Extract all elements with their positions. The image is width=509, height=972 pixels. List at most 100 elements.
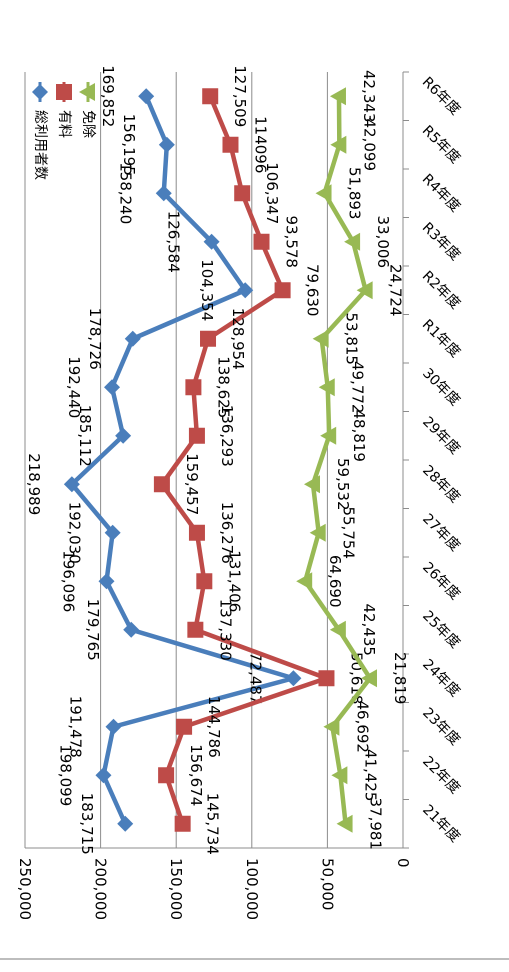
data-point (174, 815, 191, 832)
data-point (158, 767, 175, 784)
data-label: 159,457 (183, 453, 201, 515)
data-point (95, 767, 112, 784)
data-point (303, 475, 320, 494)
data-point (361, 669, 378, 688)
legend-label: 総利用者数 (32, 110, 48, 180)
bottom-divider (0, 958, 509, 960)
data-label: 178,726 (86, 308, 104, 370)
data-label: 42,343 (360, 70, 378, 123)
data-point (155, 185, 172, 202)
data-point (315, 184, 332, 203)
data-label: 46,692 (353, 701, 371, 754)
data-label: 37,981 (367, 798, 385, 851)
data-point (124, 330, 141, 347)
data-point (234, 185, 251, 202)
data-label: 218,989 (25, 453, 43, 515)
series-line (69, 95, 296, 825)
data-point (320, 426, 337, 445)
data-label: 41,425 (361, 749, 379, 802)
data-label: 64,690 (326, 555, 344, 608)
legend-swatch-marker (79, 83, 95, 101)
data-point (188, 524, 205, 541)
data-point (123, 621, 140, 638)
data-label: 24,724 (387, 264, 405, 317)
data-label: 114096 (251, 116, 269, 173)
data-label: 51,893 (346, 167, 364, 220)
x-tick-label: R6年度 (419, 74, 463, 118)
data-point (105, 718, 122, 735)
data-label: 72,487 (246, 652, 264, 705)
y-tick-label: 0 (394, 858, 412, 868)
data-label: 158,240 (117, 162, 135, 224)
data-label: 156,195 (120, 114, 138, 176)
data-point (138, 88, 155, 105)
data-label: 144,786 (205, 696, 223, 758)
data-label: 196,096 (60, 550, 78, 612)
data-point (104, 379, 121, 396)
data-point (344, 232, 361, 251)
data-point (104, 524, 121, 541)
data-label: 137,330 (216, 599, 234, 661)
data-label: 49,772 (349, 361, 367, 414)
y-tick-label: 150,000 (167, 858, 185, 920)
data-label: 126,584 (165, 211, 183, 273)
data-label: 42,099 (360, 119, 378, 172)
x-tick-label: 30年度 (419, 365, 463, 409)
y-tick-label: 100,000 (243, 858, 261, 920)
data-label: 106,347 (263, 162, 281, 224)
data-label: 93,578 (283, 216, 301, 269)
x-tick-label: 29年度 (419, 414, 463, 458)
data-point (237, 282, 254, 299)
data-point (176, 718, 193, 735)
y-tick-label: 50,000 (318, 858, 336, 911)
data-point (330, 135, 347, 154)
data-point (203, 233, 220, 250)
x-tick-label: 21年度 (419, 802, 463, 846)
data-point (331, 766, 348, 785)
data-label: 53,815 (343, 313, 361, 366)
data-label: 136,293 (218, 405, 236, 467)
data-label: 21,819 (391, 652, 409, 705)
legend-swatch-marker (32, 84, 48, 100)
x-tick-label: 25年度 (419, 608, 463, 652)
data-label: 156,674 (187, 744, 205, 806)
x-tick-label: R4年度 (419, 171, 463, 215)
x-tick-label: R1年度 (419, 317, 463, 361)
data-point (188, 427, 205, 444)
data-point (336, 814, 353, 833)
data-point (296, 572, 313, 591)
legend-swatch-marker (56, 84, 72, 100)
series-line (159, 95, 329, 825)
data-label: 131,406 (225, 550, 243, 612)
data-point (187, 621, 204, 638)
x-tick-label: 24年度 (419, 656, 463, 700)
data-point (63, 476, 80, 493)
data-point (200, 330, 217, 347)
data-point (158, 136, 175, 153)
legend-label: 免除 (80, 110, 96, 138)
series-line (302, 96, 373, 824)
data-point (222, 136, 239, 153)
data-point (329, 620, 346, 639)
data-label: 55,754 (340, 507, 358, 560)
data-point (329, 87, 346, 106)
data-label: 192,440 (65, 356, 83, 418)
data-label: 169,852 (99, 65, 117, 127)
x-tick-label: 27年度 (419, 511, 463, 555)
data-point (185, 379, 202, 396)
data-label: 48,819 (350, 410, 368, 463)
data-label: 104,354 (198, 259, 216, 321)
data-label: 128,954 (229, 308, 247, 370)
data-label: 192,030 (66, 502, 84, 564)
data-label: 185,112 (76, 405, 94, 467)
x-tick-label: R2年度 (419, 268, 463, 312)
data-point (98, 573, 115, 590)
data-point (117, 815, 134, 832)
data-point (309, 523, 326, 542)
data-point (356, 281, 373, 300)
data-point (253, 233, 270, 250)
data-point (318, 670, 335, 687)
data-label: 42,435 (360, 604, 378, 657)
data-label: 79,630 (304, 264, 322, 317)
data-label: 138,625 (214, 356, 232, 418)
